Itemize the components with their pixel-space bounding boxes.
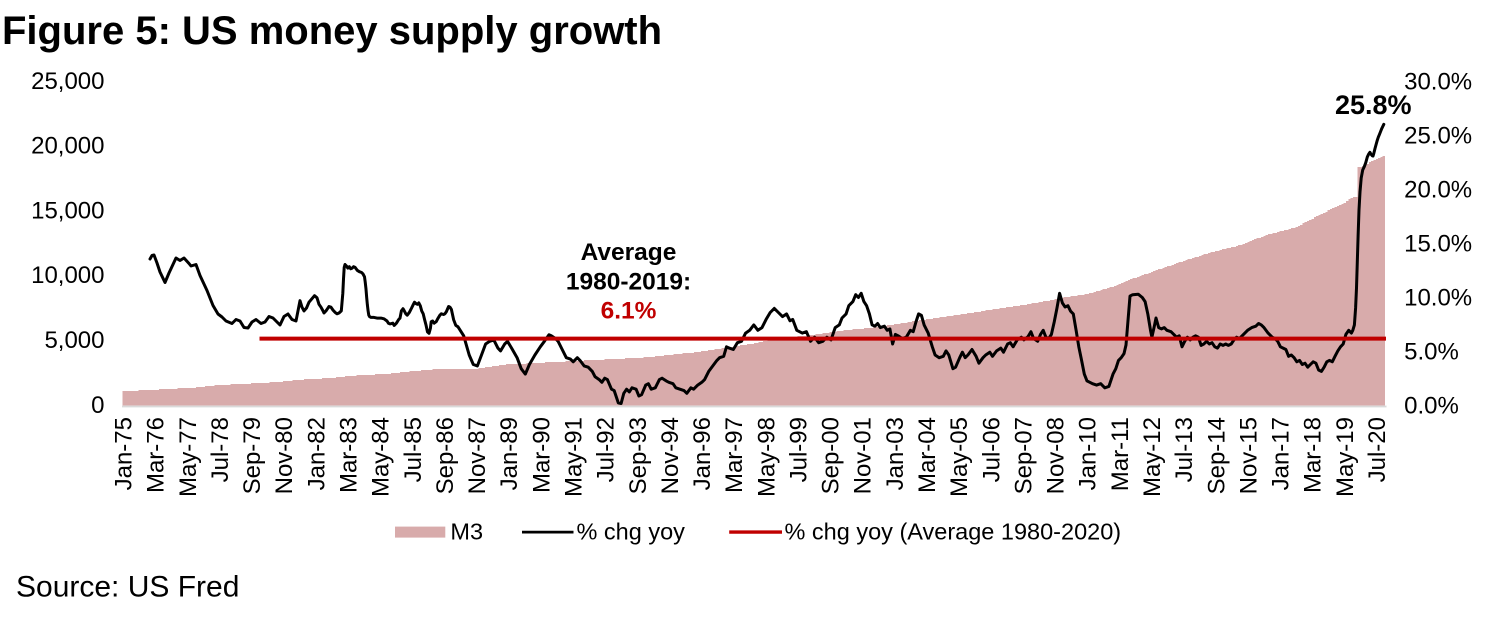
svg-text:Source: US Fred: Source: US Fred (16, 571, 239, 604)
svg-text:25.0%: 25.0% (1404, 123, 1472, 150)
svg-text:Mar-76: Mar-76 (143, 417, 170, 493)
svg-text:Jan-03: Jan-03 (882, 417, 909, 490)
svg-text:Jan-17: Jan-17 (1268, 417, 1295, 490)
svg-text:Jan-75: Jan-75 (111, 417, 138, 490)
svg-text:Nov-94: Nov-94 (657, 417, 684, 494)
svg-text:Sep-14: Sep-14 (1203, 417, 1230, 494)
svg-text:Sep-93: Sep-93 (625, 417, 652, 494)
svg-text:25.8%: 25.8% (1335, 90, 1412, 120)
svg-text:Sep-79: Sep-79 (239, 417, 266, 494)
svg-text:May-98: May-98 (753, 417, 780, 497)
svg-text:May-91: May-91 (561, 417, 588, 497)
svg-text:1980-2019:: 1980-2019: (566, 268, 691, 295)
svg-text:May-84: May-84 (368, 417, 395, 497)
svg-text:20,000: 20,000 (31, 133, 104, 160)
svg-text:Nov-01: Nov-01 (850, 417, 877, 494)
svg-text:30.0%: 30.0% (1404, 69, 1472, 96)
svg-text:Jan-96: Jan-96 (689, 417, 716, 490)
svg-text:10.0%: 10.0% (1404, 285, 1472, 312)
svg-text:Mar-18: Mar-18 (1300, 417, 1327, 493)
svg-text:Jul-99: Jul-99 (786, 417, 813, 482)
svg-text:Jul-92: Jul-92 (593, 417, 620, 482)
svg-text:15.0%: 15.0% (1404, 231, 1472, 258)
svg-text:Sep-00: Sep-00 (818, 417, 845, 494)
svg-text:% chg yoy: % chg yoy (577, 519, 686, 545)
svg-text:0: 0 (91, 392, 104, 419)
svg-text:Jul-78: Jul-78 (207, 417, 234, 482)
svg-text:6.1%: 6.1% (601, 298, 657, 325)
svg-text:Jul-13: Jul-13 (1171, 417, 1198, 482)
svg-text:May-77: May-77 (175, 417, 202, 497)
svg-text:Nov-80: Nov-80 (271, 417, 298, 494)
svg-text:Jul-85: Jul-85 (400, 417, 427, 482)
svg-text:5.0%: 5.0% (1404, 339, 1459, 366)
svg-text:Mar-90: Mar-90 (528, 417, 555, 493)
svg-text:Jan-89: Jan-89 (496, 417, 523, 490)
svg-text:Average: Average (581, 239, 677, 266)
svg-text:10,000: 10,000 (31, 262, 104, 289)
svg-text:Jan-82: Jan-82 (303, 417, 330, 490)
svg-text:May-12: May-12 (1139, 417, 1166, 497)
svg-text:Sep-07: Sep-07 (1010, 417, 1037, 494)
svg-text:0.0%: 0.0% (1404, 393, 1459, 420)
svg-text:Jan-10: Jan-10 (1075, 417, 1102, 490)
svg-text:Jul-06: Jul-06 (978, 417, 1005, 482)
svg-text:Mar-83: Mar-83 (336, 417, 363, 493)
svg-text:Sep-86: Sep-86 (432, 417, 459, 494)
svg-text:Mar-11: Mar-11 (1107, 417, 1134, 491)
svg-text:Nov-15: Nov-15 (1235, 417, 1262, 494)
svg-text:% chg yoy (Average 1980-2020): % chg yoy (Average 1980-2020) (785, 519, 1122, 545)
svg-text:Nov-87: Nov-87 (464, 417, 491, 494)
svg-text:M3: M3 (450, 519, 483, 545)
svg-text:5,000: 5,000 (44, 327, 104, 354)
svg-text:Mar-97: Mar-97 (721, 417, 748, 493)
svg-text:Nov-08: Nov-08 (1043, 417, 1070, 494)
svg-text:25,000: 25,000 (31, 68, 104, 95)
svg-text:May-05: May-05 (946, 417, 973, 497)
svg-text:May-19: May-19 (1332, 417, 1359, 497)
svg-text:Figure 5: US money supply grow: Figure 5: US money supply growth (2, 9, 662, 53)
svg-text:Mar-04: Mar-04 (914, 417, 941, 493)
svg-text:15,000: 15,000 (31, 197, 104, 224)
svg-text:Jul-20: Jul-20 (1364, 417, 1391, 482)
svg-text:20.0%: 20.0% (1404, 177, 1472, 204)
